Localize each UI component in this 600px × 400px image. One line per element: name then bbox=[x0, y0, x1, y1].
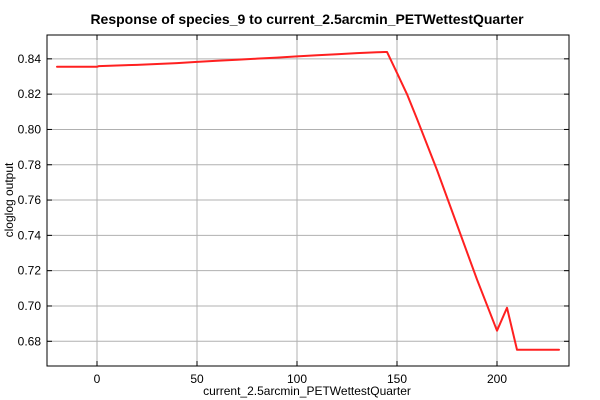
y-tick-label: 0.74 bbox=[18, 228, 42, 242]
y-tick-label: 0.76 bbox=[18, 193, 42, 207]
x-tick-label: 150 bbox=[387, 372, 407, 386]
grid-layer bbox=[47, 35, 569, 366]
data-point bbox=[216, 60, 218, 62]
data-point bbox=[156, 63, 158, 65]
data-point bbox=[136, 64, 138, 66]
data-point bbox=[416, 118, 418, 120]
y-tick-label: 0.82 bbox=[18, 87, 42, 101]
y-tick-label: 0.80 bbox=[18, 122, 42, 136]
series-layer bbox=[56, 50, 560, 351]
x-tick-label: 50 bbox=[190, 372, 204, 386]
data-point bbox=[384, 51, 386, 53]
response-line bbox=[56, 50, 560, 351]
data-point bbox=[316, 54, 318, 56]
data-point bbox=[456, 224, 458, 226]
data-point bbox=[558, 349, 560, 351]
ticks-layer: 0 50 100 150 200 0.68 0.70 0.72 0.74 0.76 0.78 0.80… bbox=[18, 35, 569, 386]
y-tick-label: 0.84 bbox=[18, 52, 42, 66]
data-point bbox=[98, 65, 100, 67]
y-tick-label: 0.78 bbox=[18, 158, 42, 172]
data-point bbox=[356, 52, 358, 54]
data-point bbox=[236, 59, 238, 61]
data-point bbox=[376, 51, 378, 53]
y-axis-title: cloglog output bbox=[2, 162, 16, 237]
data-point bbox=[506, 307, 508, 309]
x-axis-title: current_2.5arcmin_PETWettestQuarter bbox=[203, 384, 411, 398]
data-point bbox=[496, 330, 498, 332]
x-tick-label: 100 bbox=[287, 372, 307, 386]
x-tick-label: 0 bbox=[94, 372, 101, 386]
y-tick-label: 0.68 bbox=[18, 334, 42, 348]
data-point bbox=[96, 66, 98, 68]
data-point bbox=[406, 93, 408, 95]
data-point bbox=[276, 56, 278, 59]
data-point bbox=[436, 169, 438, 171]
data-point bbox=[536, 349, 538, 351]
data-point bbox=[476, 278, 478, 281]
data-point bbox=[196, 61, 198, 63]
data-point bbox=[116, 64, 118, 67]
data-point bbox=[176, 62, 178, 64]
data-point bbox=[396, 72, 398, 74]
data-point bbox=[386, 51, 388, 53]
data-point bbox=[296, 55, 298, 57]
chart-title: Response of species_9 to current_2.5arcm… bbox=[90, 11, 524, 27]
data-point bbox=[56, 66, 58, 68]
x-tick-label: 200 bbox=[487, 372, 507, 386]
data-point bbox=[336, 53, 338, 55]
data-point bbox=[516, 349, 518, 351]
y-tick-label: 0.72 bbox=[18, 264, 42, 278]
data-point bbox=[256, 58, 258, 60]
y-tick-label: 0.70 bbox=[18, 299, 42, 313]
